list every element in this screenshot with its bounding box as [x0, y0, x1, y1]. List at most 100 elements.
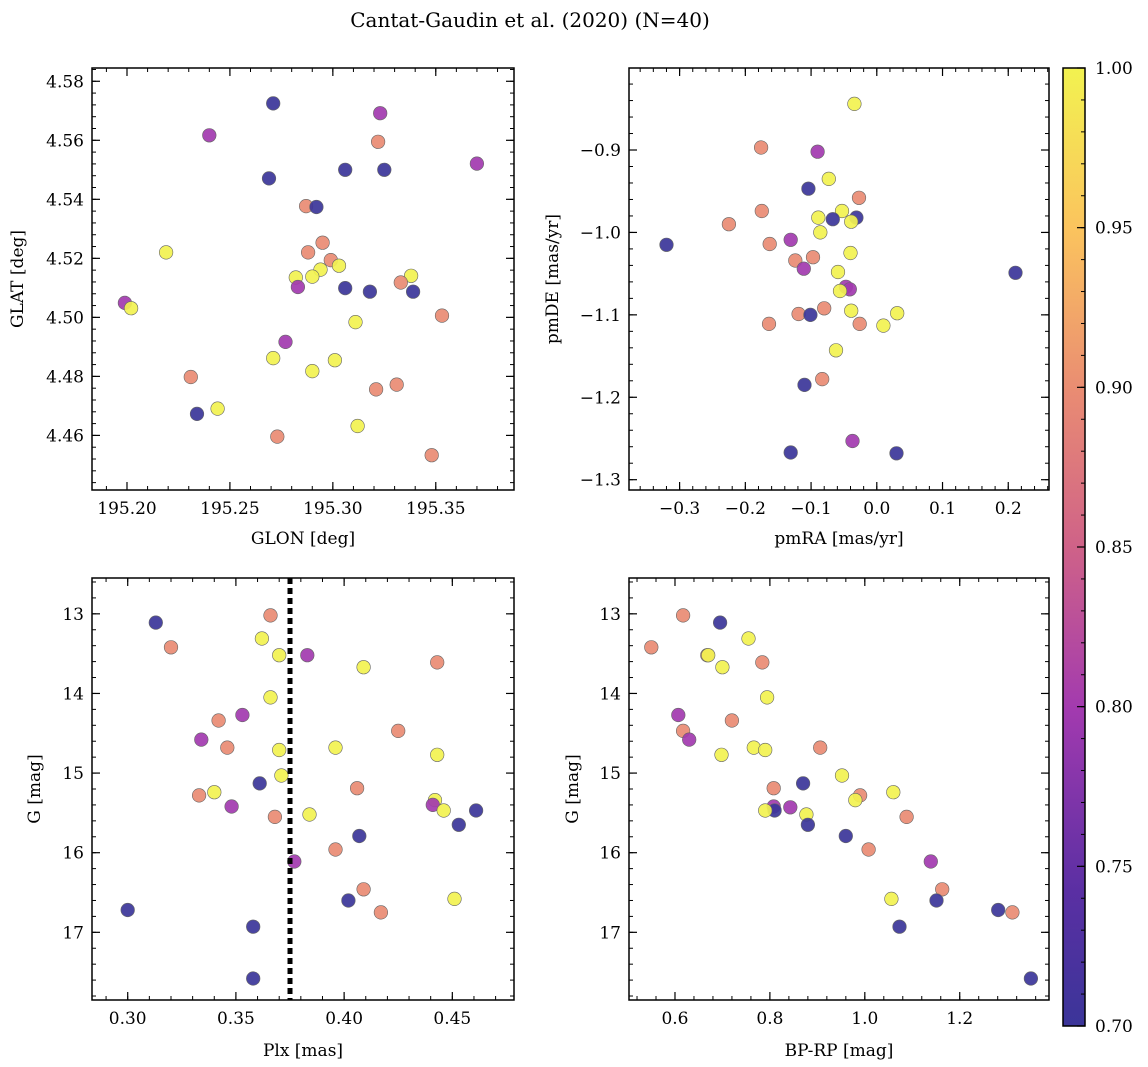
scatter-point	[300, 648, 315, 663]
scatter-point	[309, 199, 324, 215]
colorbar-tick-label: 0.85	[1095, 538, 1133, 558]
scatter-point	[715, 660, 730, 675]
y-tick-label: 14	[62, 684, 84, 704]
scatter-point	[274, 768, 289, 783]
scatter-point	[211, 713, 226, 728]
scatter-point	[838, 828, 853, 844]
x-axis-label: BP-RP [mag]	[785, 1041, 894, 1061]
scatter-point	[935, 882, 950, 897]
scatter-point	[327, 353, 343, 368]
scatter-point	[876, 318, 891, 333]
scatter-point	[202, 128, 217, 143]
scatter-point	[830, 264, 846, 280]
x-tick-label: 0.1	[929, 499, 956, 519]
scatter-point	[404, 268, 419, 283]
scatter-point	[373, 106, 388, 121]
scatter-point	[813, 740, 828, 755]
scatter-point	[430, 747, 445, 762]
scatter-point	[373, 905, 389, 920]
scatter-point	[305, 269, 320, 284]
x-tick-label: −0.3	[659, 499, 700, 519]
colorbar-tick-label: 0.95	[1095, 219, 1133, 239]
x-tick-label: 0.2	[995, 499, 1022, 519]
y-tick-label: −1.0	[580, 223, 621, 243]
x-tick-label: 195.25	[200, 499, 259, 519]
scatter-point	[724, 713, 740, 728]
scatter-point	[246, 971, 261, 986]
scatter-point	[194, 732, 209, 747]
scatter-point	[252, 776, 267, 791]
scatter-point	[754, 203, 769, 219]
scatter-point	[447, 891, 462, 907]
figure-title: Cantat-Gaudin et al. (2020) (N=40)	[350, 8, 710, 32]
scatter-point	[1008, 265, 1023, 280]
scatter-point	[406, 284, 421, 299]
scatter-point	[148, 615, 163, 630]
y-axis-label: G [mag]	[25, 754, 45, 823]
scatter-point	[801, 181, 816, 196]
scatter-point	[796, 261, 811, 276]
scatter-point	[348, 315, 363, 330]
panel-glon-glat: 195.20 195.25 195.30 195.35 4.46 4.48 4.50 4.52…	[8, 67, 515, 549]
axes-frame	[91, 577, 515, 1001]
scatter-point	[424, 448, 439, 463]
scatter-point	[714, 747, 729, 762]
scatter-point	[762, 236, 777, 252]
scatter-point	[263, 608, 278, 623]
y-tick-label: 15	[62, 764, 84, 784]
scatter-point	[721, 217, 737, 232]
scatter-point	[884, 891, 899, 907]
y-tick-label: 15	[599, 764, 621, 784]
y-tick-label: 4.46	[46, 426, 84, 446]
scatter-point	[272, 742, 287, 758]
axes-frame	[91, 67, 515, 491]
scatter-point	[815, 372, 830, 387]
scatter-point	[210, 401, 225, 416]
scatter-point	[434, 308, 450, 323]
scatter-point	[847, 96, 862, 111]
colorbar-tick-label: 0.75	[1095, 857, 1133, 877]
scatter-point	[246, 919, 261, 934]
scatter-point	[254, 631, 269, 646]
scatter-point	[753, 140, 769, 155]
x-tick-label: 0.45	[433, 1009, 471, 1029]
y-tick-label: −0.9	[580, 141, 621, 161]
scatter-point	[843, 245, 858, 261]
scatter-point	[892, 919, 907, 934]
scatter-point	[800, 817, 816, 832]
scatter-point	[813, 225, 828, 240]
scatter-point	[758, 742, 773, 758]
y-tick-label: 14	[599, 684, 621, 704]
colorbar-tick-label: 0.70	[1095, 1017, 1133, 1037]
scatter-point	[315, 235, 330, 250]
scatter-point	[834, 203, 850, 219]
panel-bprp-g: 0.6 0.8 1.0 1.2 13 14 15 16 17 BP-RP [mag] G [ma…	[563, 577, 1050, 1061]
scatter-point	[124, 301, 139, 316]
colorbar-tick-label: 0.80	[1095, 698, 1133, 718]
axes-frame	[628, 577, 1050, 1001]
x-tick-label: 0.40	[325, 1009, 363, 1029]
scatter-point	[852, 316, 867, 332]
x-axis-label: GLON [deg]	[251, 529, 355, 549]
scatter-point	[278, 334, 293, 350]
x-tick-label: 195.30	[303, 499, 362, 519]
scatter-point	[356, 660, 371, 675]
scatter-point	[834, 768, 850, 783]
scatter-point	[797, 377, 812, 393]
scatter-point	[267, 809, 283, 825]
colorbar: 0.70 0.75 0.80 0.85 0.90 0.95 1.00	[1062, 59, 1133, 1037]
scatter-point	[207, 785, 222, 800]
scatter-point	[341, 893, 356, 908]
y-tick-label: −1.2	[580, 388, 621, 408]
y-tick-label: 13	[599, 605, 621, 625]
scatter-point	[301, 245, 316, 260]
scatter-point	[328, 842, 343, 857]
scatter-point	[328, 740, 343, 755]
scatter-point	[741, 631, 756, 646]
scatter-point	[851, 190, 867, 205]
panel-pmra-pmde: −0.3 −0.2 −0.1 0.0 0.1 0.2 −1.3 −1.2 −1.1 −1.0 −0.…	[543, 67, 1050, 549]
scatter-point	[821, 171, 836, 186]
scatter-point	[266, 351, 281, 366]
x-tick-label: 1.0	[851, 1009, 878, 1029]
